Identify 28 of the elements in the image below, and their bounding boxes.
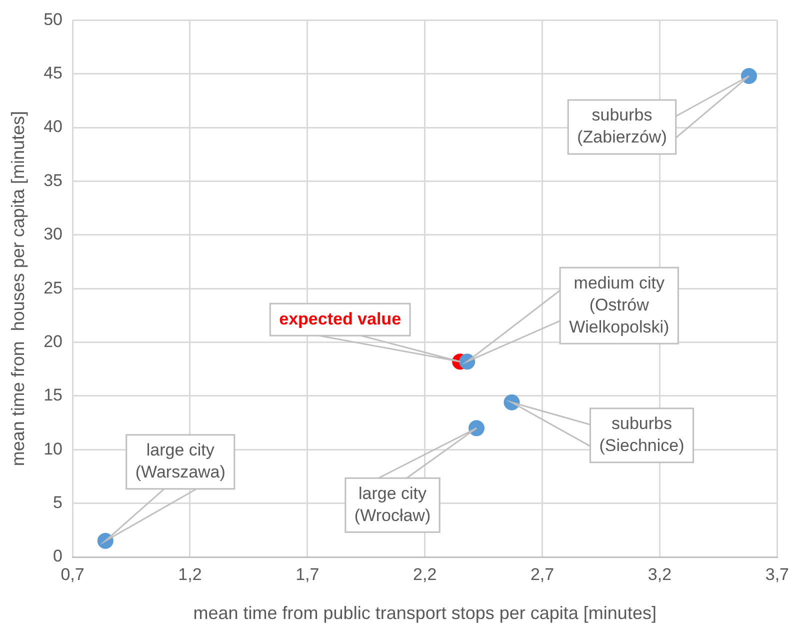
x-axis-title: mean time from public transport stops per capita [minutes] — [193, 603, 656, 624]
y-tick-label: 20 — [44, 332, 63, 351]
y-tick-label: 25 — [44, 278, 63, 298]
y-tick-label: 30 — [44, 224, 63, 244]
y-tick-label: 0 — [53, 546, 63, 566]
annotation: expected value — [279, 309, 402, 328]
annotation: large city (Wrocław) — [354, 484, 431, 525]
x-tick-label: 2,7 — [530, 564, 554, 584]
annotation: medium city (Ostrów Wielkopolski) — [569, 273, 670, 336]
x-tick-label: 1,2 — [178, 564, 202, 584]
x-tick-label: 0,7 — [60, 564, 84, 584]
y-tick-label: 45 — [44, 64, 63, 83]
annotation: suburbs (Siechnice) — [599, 414, 684, 456]
y-tick-label: 10 — [44, 439, 63, 458]
annotation: suburbs (Zabierzów) — [577, 106, 667, 147]
annotation: large city (Warszawa) — [135, 440, 226, 482]
y-axis-title: mean time from houses per capita [minutes] — [8, 111, 28, 466]
x-tick-label: 2,2 — [413, 564, 437, 584]
x-tick-label: 1,7 — [296, 564, 320, 584]
x-tick-label: 3,2 — [648, 564, 672, 584]
y-tick-label: 5 — [53, 493, 63, 512]
point — [740, 68, 757, 84]
x-tick-label: 3,7 — [765, 564, 790, 584]
y-tick-label: 50 — [44, 10, 63, 29]
y-tick-label: 15 — [44, 386, 63, 405]
y-tick-label: 35 — [44, 170, 63, 190]
y-tick-label: 40 — [44, 117, 63, 136]
point — [468, 420, 485, 436]
